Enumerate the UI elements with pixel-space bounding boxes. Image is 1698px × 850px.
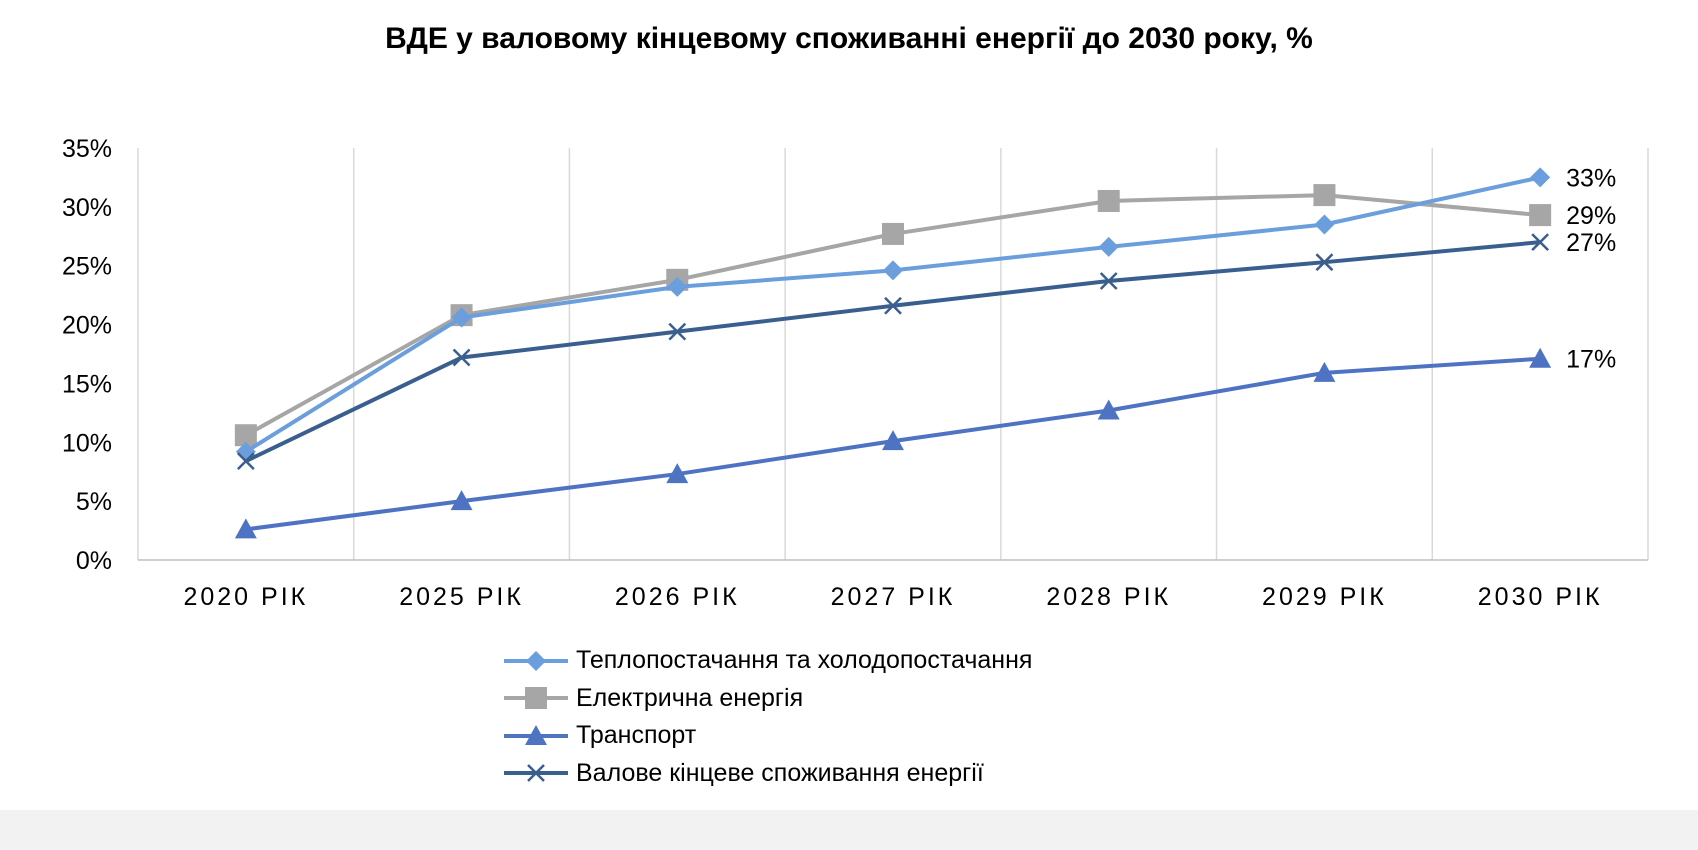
data-point: [1531, 233, 1550, 252]
chart-title: ВДЕ у валовому кінцевому споживанні енер…: [385, 22, 1313, 55]
legend-item: Теплопостачання та холодопостачання: [500, 642, 1032, 680]
legend-label: Електрична енергія: [576, 683, 804, 712]
chart-card: ВДЕ у валовому кінцевому споживанні енер…: [0, 0, 1698, 810]
data-point: [1529, 204, 1552, 227]
data-point: [1097, 399, 1120, 420]
series-line: [244, 175, 1541, 454]
chart-legend: Теплопостачання та холодопостачання Елект…: [500, 642, 1032, 792]
y-tick-label: 25%: [62, 253, 112, 281]
data-point: [1313, 361, 1336, 382]
data-point: [450, 490, 473, 511]
x-tick-label: 2029 РІК: [1262, 583, 1387, 611]
legend-swatch-icon: [504, 764, 568, 783]
legend-marker: [526, 650, 546, 671]
legend-marker: [525, 687, 547, 710]
legend-item: Валове кінцеве споживання енергії: [500, 755, 1032, 793]
legend-item: Транспорт: [500, 717, 1032, 755]
data-point: [1097, 189, 1120, 212]
data-point: [882, 222, 904, 245]
x-tick-label: 2028 РІК: [1046, 583, 1171, 611]
data-label: 29%: [1566, 202, 1616, 230]
data-point: [234, 424, 257, 447]
y-tick-label: 0%: [76, 547, 112, 575]
x-tick-label: 2020 РІК: [183, 583, 308, 611]
data-label: 33%: [1566, 164, 1616, 192]
data-point: [452, 348, 471, 367]
data-point: [1529, 347, 1552, 368]
legend-marker: [527, 764, 545, 783]
y-tick-label: 35%: [62, 135, 112, 163]
legend-swatch-icon: [504, 687, 568, 710]
line-chart: 0% 5% 10% 15% 20% 25% 30% 35% 2020 РІК 2025 РІК 20…: [62, 135, 1649, 611]
series-2: [234, 347, 1552, 539]
legend-swatch-icon: [504, 650, 568, 671]
data-point: [234, 518, 257, 539]
legend-marker: [525, 724, 547, 745]
data-point: [236, 452, 255, 471]
series-3: [236, 233, 1550, 471]
data-point: [666, 463, 689, 484]
data-point: [1099, 272, 1118, 290]
data-point: [451, 307, 472, 328]
data-label: 17%: [1566, 346, 1616, 374]
y-tick-label: 10%: [62, 429, 112, 457]
series-0: [235, 167, 1551, 462]
y-tick-label: 30%: [62, 194, 112, 222]
legend-swatch-icon: [504, 724, 568, 745]
data-point: [1314, 214, 1335, 235]
legend-label: Транспорт: [576, 721, 697, 750]
y-tick-label: 15%: [62, 370, 112, 398]
data-point: [882, 430, 904, 451]
x-tick-label: 2030 РІК: [1478, 583, 1603, 611]
data-point: [668, 322, 687, 341]
data-point: [1530, 167, 1551, 188]
data-point: [1315, 253, 1334, 272]
data-point: [667, 276, 688, 297]
legend-label: Теплопостачання та холодопостачання: [576, 646, 1033, 675]
data-label: 27%: [1566, 229, 1616, 257]
data-point: [883, 260, 903, 281]
x-tick-label: 2026 РІК: [615, 583, 740, 611]
data-point: [884, 296, 902, 315]
x-tick-label: 2027 РІК: [831, 583, 956, 611]
y-tick-label: 5%: [76, 488, 112, 516]
legend-label: Валове кінцеве споживання енергії: [576, 758, 984, 787]
series-1: [234, 184, 1552, 447]
x-tick-label: 2025 РІК: [399, 583, 524, 611]
data-point: [1313, 184, 1336, 207]
y-tick-label: 20%: [62, 312, 112, 340]
data-point: [1098, 236, 1119, 257]
legend-item: Електрична енергія: [500, 680, 1032, 718]
